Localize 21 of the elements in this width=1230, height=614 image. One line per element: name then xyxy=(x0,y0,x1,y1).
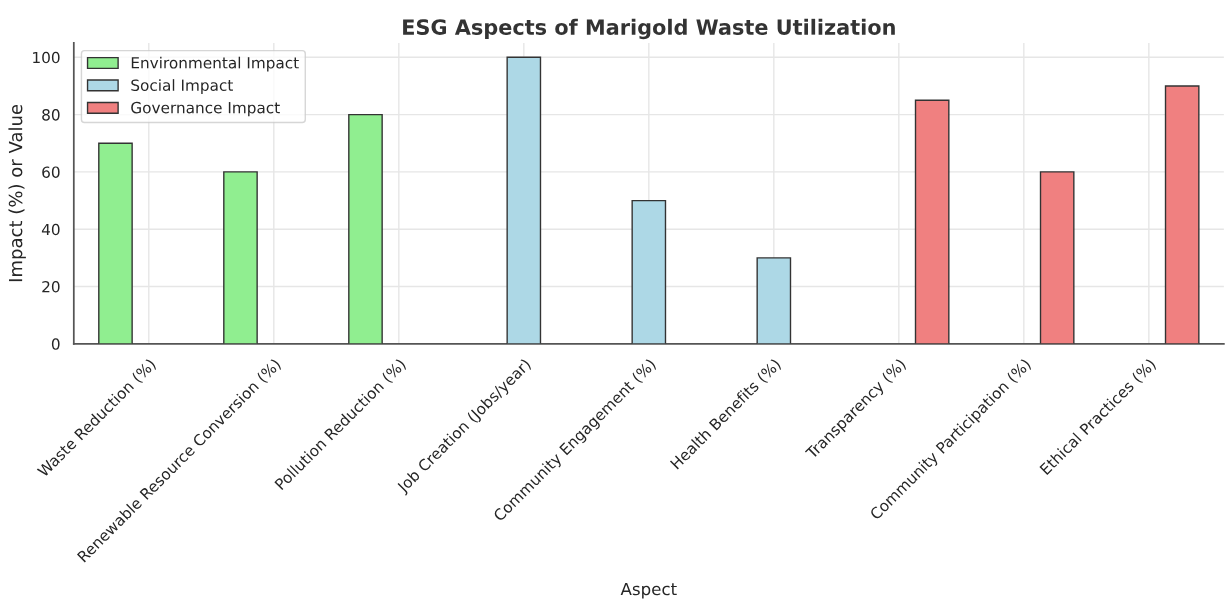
y-tick-label: 100 xyxy=(33,51,60,64)
y-tick-label: 80 xyxy=(42,109,60,121)
y-tick-label: 40 xyxy=(41,223,60,236)
y-tick-label: 0 xyxy=(51,338,60,350)
y-tick-label: 60 xyxy=(42,166,60,178)
bar xyxy=(914,99,950,344)
bar xyxy=(98,142,133,344)
x-axis-title: Aspect xyxy=(620,582,677,599)
legend-label: Environmental Impact xyxy=(131,56,299,72)
bar xyxy=(223,171,258,344)
y-axis-title: Impact (%) or Value xyxy=(8,104,26,282)
bar xyxy=(1164,85,1200,344)
legend-label: Governance Impact xyxy=(131,101,280,117)
y-tick-label: 20 xyxy=(42,281,60,293)
bar xyxy=(1039,171,1075,344)
bar xyxy=(631,199,667,344)
bar xyxy=(348,113,383,344)
chart-title: ESG Aspects of Marigold Waste Utilization xyxy=(403,18,895,40)
legend-label: Social Impact xyxy=(131,79,233,94)
bar xyxy=(506,56,542,344)
bar xyxy=(756,257,792,344)
